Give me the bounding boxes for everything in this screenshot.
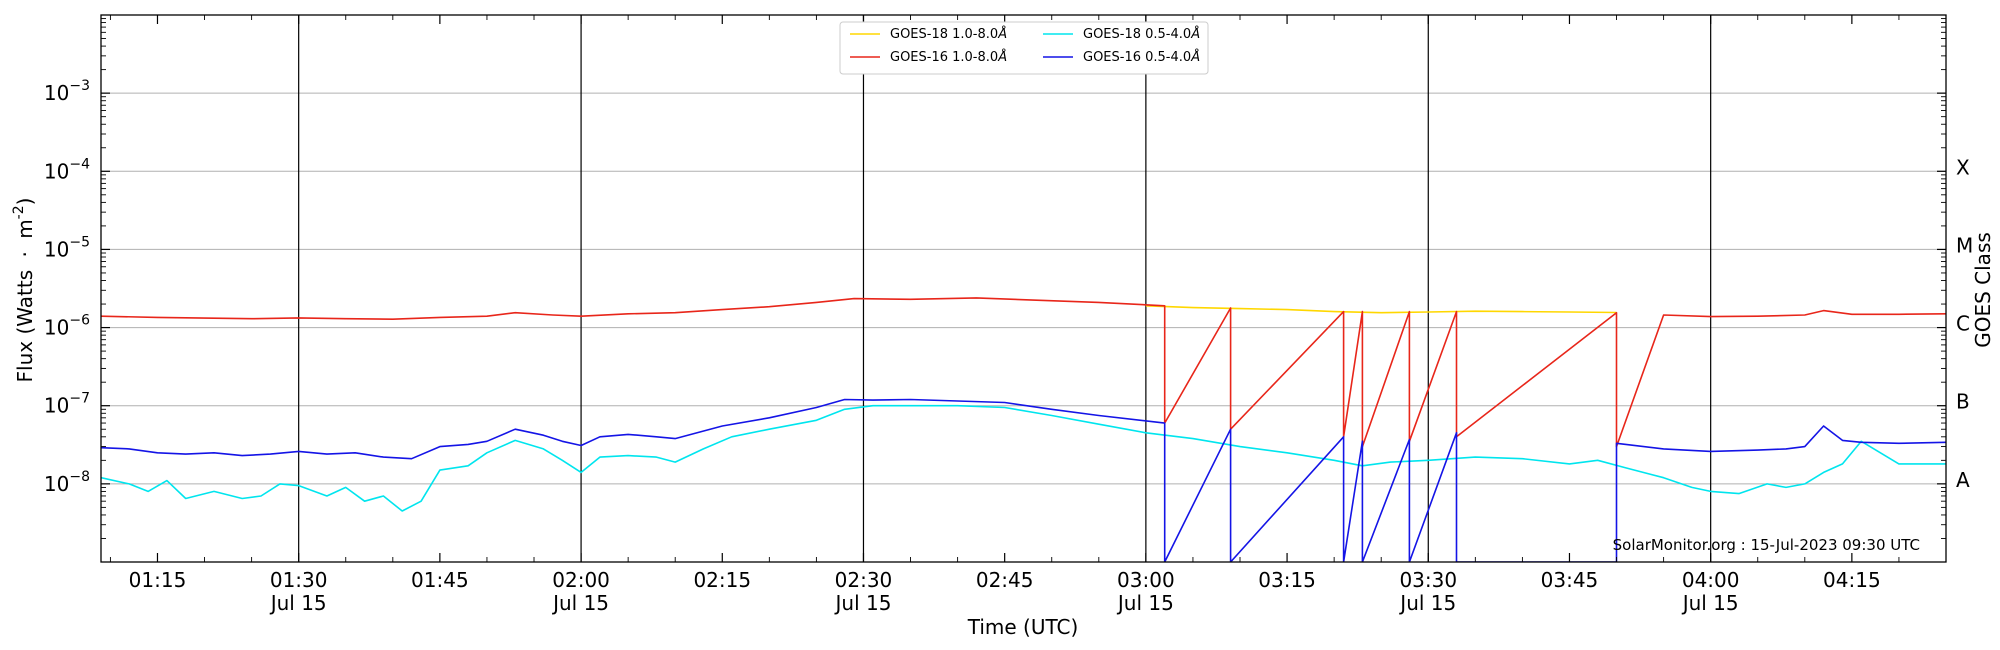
legend-entry-label: GOES-16 1.0-8.0Å [890,49,1007,65]
goes-class-label: M [1956,233,1973,257]
legend-entry-label: GOES-18 1.0-8.0Å [890,26,1007,42]
x-tick-label: 03:45 [1541,568,1599,592]
legend-box [839,21,1209,75]
goes-class-label: A [1956,468,1970,492]
series-line [101,398,1946,562]
series-line [1145,305,1617,314]
x-tick-label: 02:30 [835,568,893,592]
watermark: SolarMonitor.org : 15-Jul-2023 09:30 UTC [1613,536,1920,554]
x-tick-label: 04:15 [1823,568,1881,592]
x-tick-label: 04:00 [1682,568,1740,592]
y-axis-title: Flux (Watts · m-2) [11,198,37,383]
legend-entry-label: GOES-16 0.5-4.0Å [1083,49,1200,65]
x-tick-date-label: Jul 15 [834,591,892,615]
series-line [101,404,1946,512]
goes-class-label: X [1956,155,1970,179]
horizontal-gridlines [101,92,1946,485]
x-tick-label: 01:45 [411,568,469,592]
y-tick-label: 10−4 [44,156,90,183]
axis-ticks [101,15,1947,562]
y-tick-label: 10−6 [44,313,90,340]
day-boundary-lines [298,15,1712,562]
y-tick-label: 10−5 [44,234,90,261]
x-tick-label: 02:45 [976,568,1034,592]
legend: GOES-18 1.0-8.0Å GOES-16 1.0-8.0Å GOES-18 … [839,21,1209,75]
x-tick-date-label: Jul 15 [269,591,327,615]
x-tick-label: 02:15 [693,568,751,592]
goes-class-label: C [1956,312,1970,336]
y-tick-label: 10−7 [44,391,90,418]
x-tick-label: 03:30 [1399,568,1457,592]
flux-series [101,297,1946,562]
plot-frame [100,14,1947,563]
x-tick-label: 03:00 [1117,568,1175,592]
right-axis-title: GOES Class [1971,232,1995,348]
x-tick-label: 02:00 [552,568,610,592]
x-tick-date-label: Jul 15 [1398,591,1456,615]
x-tick-date-label: Jul 15 [1116,591,1174,615]
y-tick-label: 10−3 [44,78,90,105]
legend-entry-label: GOES-18 0.5-4.0Å [1083,26,1200,42]
goes-class-label: B [1956,390,1970,414]
x-tick-label: 01:15 [129,568,187,592]
x-axis-title: Time (UTC) [967,615,1079,639]
series-line [101,297,1946,448]
x-tick-label: 03:15 [1258,568,1316,592]
x-tick-date-label: Jul 15 [551,591,609,615]
y-tick-label: 10−8 [44,469,90,496]
x-tick-date-label: Jul 15 [1681,591,1739,615]
x-tick-label: 01:30 [270,568,328,592]
